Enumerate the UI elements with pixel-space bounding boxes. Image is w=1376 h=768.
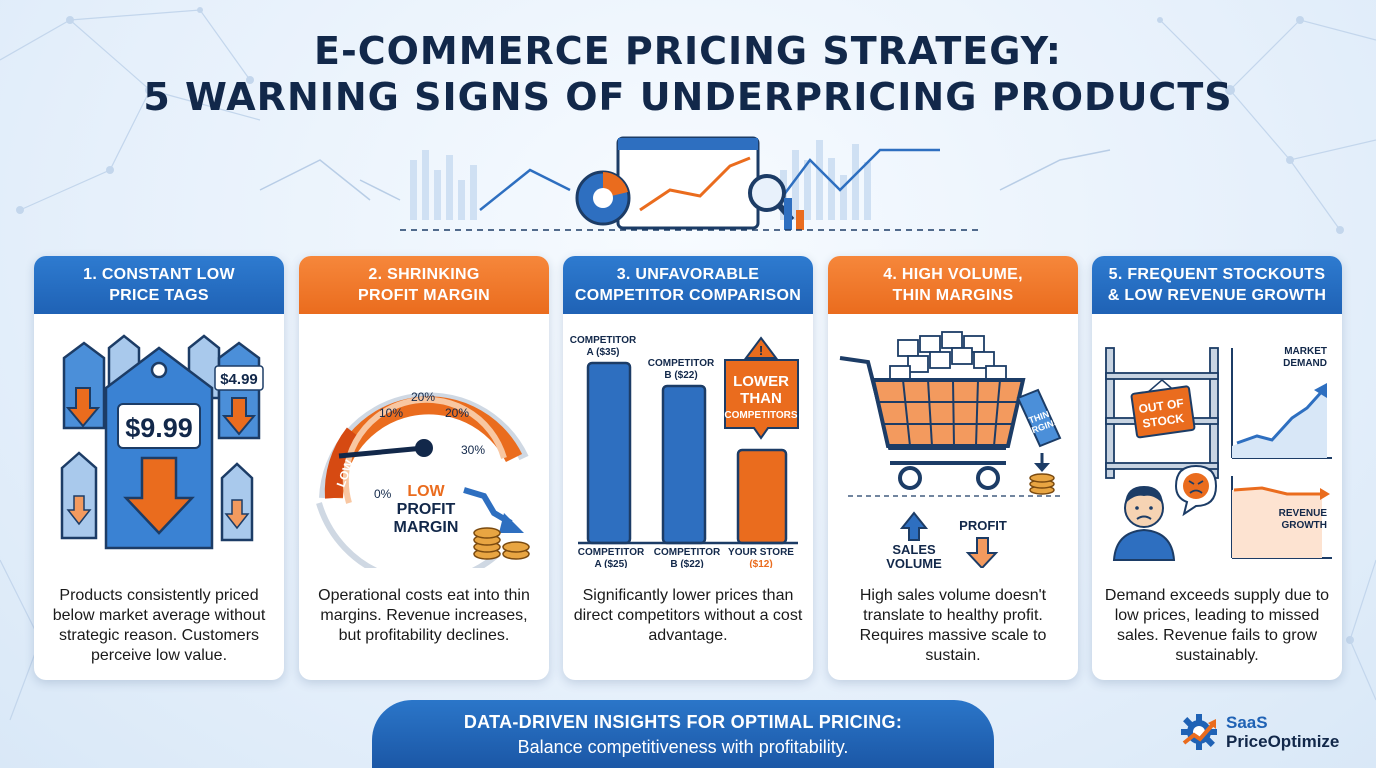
- stockout-illustration: OUT OF STOCK MARKET DEMAND REVENUE GROWT…: [1105, 346, 1332, 561]
- card-constant-low-price-tags: 1. CONSTANT LOW PRICE TAGS $9.99 $4.99 Pr…: [34, 256, 284, 680]
- bar-competitor-b: [661, 384, 707, 545]
- bar-bottom-label-store1: YOUR STORE: [728, 547, 794, 558]
- gauge-caption-margin: MARGIN: [394, 519, 459, 536]
- revenue-growth-l2: GROWTH: [1281, 520, 1327, 531]
- market-demand-l2: DEMAND: [1283, 358, 1327, 369]
- price-tag-icon: $9.99 $4.99: [60, 334, 264, 550]
- card-4-heading-line-1: 4. HIGH VOLUME,: [883, 266, 1023, 283]
- svg-text:!: !: [759, 343, 763, 358]
- card-5-heading-line-2: & LOW REVENUE GROWTH: [1107, 287, 1327, 304]
- bar-your-store: [736, 448, 788, 545]
- card-3-heading: 3. UNFAVORABLE COMPETITOR COMPARISON: [563, 256, 813, 314]
- price-main: $9.99: [125, 413, 193, 443]
- gauge-label-20b: 20%: [445, 406, 469, 420]
- card-1-description: Products consistently priced below marke…: [52, 587, 266, 664]
- warning-competitors: COMPETITORS: [724, 410, 797, 421]
- hero-dashboard-illustration: [259, 136, 1111, 231]
- person-icon: [1112, 486, 1176, 561]
- bar-competitor-a: [586, 361, 632, 545]
- card-4-heading: 4. HIGH VOLUME, THIN MARGINS: [828, 256, 1078, 314]
- card-frequent-stockouts: 5. FREQUENT STOCKOUTS & LOW REVENUE GROWT…: [1092, 256, 1342, 680]
- title-line-2: 5 WARNING SIGNS OF UNDERPRICING PRODUCTS: [143, 75, 1233, 119]
- angry-face-icon: [1183, 473, 1209, 499]
- card-1-heading: 1. CONSTANT LOW PRICE TAGS: [34, 256, 284, 314]
- footer-banner: DATA-DRIVEN INSIGHTS FOR OPTIMAL PRICING…: [372, 700, 994, 768]
- card-2-heading-line-2: PROFIT MARGIN: [358, 287, 490, 304]
- card-5-heading-line-1: 5. FREQUENT STOCKOUTS: [1108, 266, 1326, 283]
- warning-icon: [744, 336, 778, 359]
- card-2-heading-line-1: 2. SHRINKING: [368, 266, 480, 283]
- market-demand-l1: MARKET: [1284, 346, 1327, 357]
- title-line-1: E-COMMERCE PRICING STRATEGY:: [314, 29, 1062, 73]
- card-high-volume-thin-margins: 4. HIGH VOLUME, THIN MARGINS THIN MARGINS: [828, 256, 1078, 680]
- sales-label-l1: SALES: [892, 542, 936, 557]
- card-unfavorable-competitor-comparison: 3. UNFAVORABLE COMPETITOR COMPARISON COMP…: [563, 256, 813, 680]
- warning-callout: [724, 359, 799, 440]
- bar-bottom-label-store2: ($12): [749, 559, 772, 568]
- card-shrinking-profit-margin: 2. SHRINKING PROFIT MARGIN LOW 0% 10% 20%…: [299, 256, 549, 680]
- card-3-heading-line-2: COMPETITOR COMPARISON: [574, 287, 802, 304]
- shopping-cart-icon: THIN MARGINS SALES VOLUME PROFIT: [839, 331, 1063, 568]
- brand-logo: SaaS PriceOptimize: [1178, 710, 1358, 754]
- out-of-stock-l1: OUT OF: [1138, 396, 1185, 416]
- gauge-caption-profit: PROFIT: [397, 501, 456, 518]
- revenue-growth-l1: REVENUE: [1279, 508, 1328, 519]
- card-5-description: Demand exceeds supply due to low prices,…: [1104, 587, 1330, 664]
- logo-line-1: SaaS: [1226, 713, 1268, 732]
- bar-top-label-a1: COMPETITOR: [570, 335, 637, 346]
- price-small: $4.99: [220, 371, 258, 388]
- card-1-heading-line-1: 1. CONSTANT LOW: [83, 266, 235, 283]
- profit-label: PROFIT: [959, 518, 1007, 533]
- card-4-heading-line-2: THIN MARGINS: [892, 287, 1014, 304]
- footer-title: DATA-DRIVEN INSIGHTS FOR OPTIMAL PRICING…: [463, 712, 903, 732]
- card-3-heading-line-1: 3. UNFAVORABLE: [616, 266, 760, 283]
- gauge-label-0: 0%: [374, 487, 392, 501]
- card-5-heading: 5. FREQUENT STOCKOUTS & LOW REVENUE GROWT…: [1092, 256, 1342, 314]
- competitor-bar-illustration: COMPETITOR A ($35) COMPETITOR B ($22) ! …: [570, 335, 799, 568]
- bar-top-label-a2: A ($35): [587, 347, 620, 358]
- logo-line-2: PriceOptimize: [1226, 732, 1340, 751]
- card-3-description: Significantly lower prices than direct c…: [573, 587, 803, 644]
- card-2-heading: 2. SHRINKING PROFIT MARGIN: [299, 256, 549, 314]
- warning-lower: LOWER: [733, 373, 789, 390]
- gauge-caption-low: LOW: [407, 483, 445, 500]
- bar-bottom-label-b1: COMPETITOR: [654, 547, 721, 558]
- gear-icon: [1181, 714, 1217, 750]
- bar-top-label-b1: COMPETITOR: [648, 358, 715, 369]
- gauge-label-30: 30%: [461, 443, 485, 457]
- page-title: E-COMMERCE PRICING STRATEGY: 5 WARNING S…: [0, 28, 1376, 120]
- bar-bottom-label-b2: B ($22): [670, 559, 703, 568]
- bar-bottom-label-a2: A ($25): [595, 559, 628, 568]
- bar-bottom-label-a1: COMPETITOR: [578, 547, 645, 558]
- gauge-icon: LOW 0% 10% 20% 20% 30% LOW PROFIT MARGIN: [316, 390, 530, 568]
- gauge-label-20a: 20%: [411, 390, 435, 404]
- card-1-heading-line-2: PRICE TAGS: [109, 287, 209, 304]
- bar-top-label-b2: B ($22): [664, 370, 697, 381]
- out-of-stock-l2: STOCK: [1142, 411, 1186, 431]
- sales-label-l2: VOLUME: [886, 556, 942, 568]
- card-2-description: Operational costs eat into thin margins.…: [318, 587, 530, 644]
- gauge-label-10: 10%: [379, 406, 403, 420]
- warning-than: THAN: [740, 390, 782, 407]
- footer-subtitle: Balance competitiveness with profitabili…: [517, 737, 849, 757]
- card-4-description: High sales volume doesn't translate to h…: [859, 587, 1047, 664]
